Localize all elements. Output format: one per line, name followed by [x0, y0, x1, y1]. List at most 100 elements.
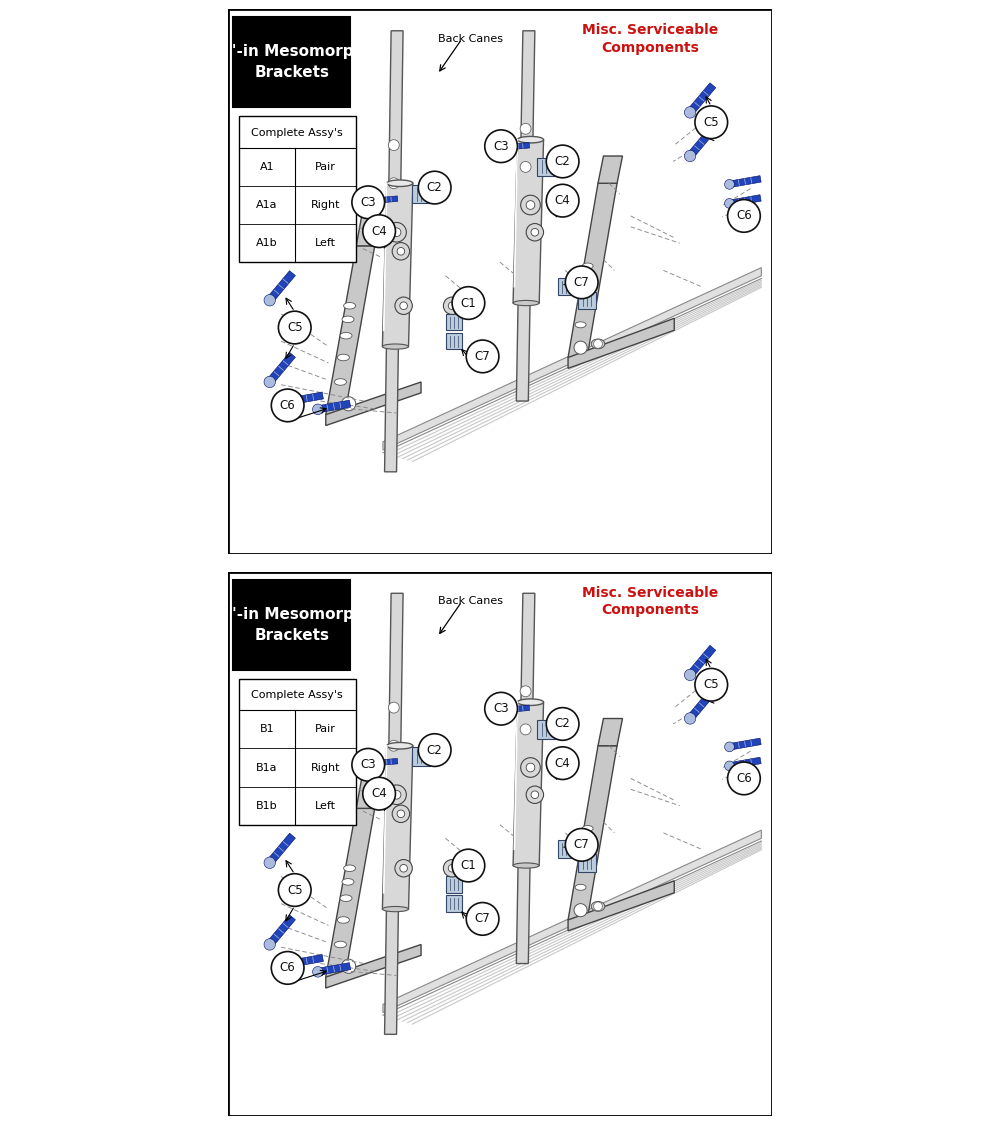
FancyBboxPatch shape — [412, 184, 430, 204]
Circle shape — [395, 297, 412, 315]
Ellipse shape — [334, 942, 346, 947]
Circle shape — [725, 198, 734, 208]
Ellipse shape — [513, 300, 539, 306]
Polygon shape — [267, 271, 295, 303]
Circle shape — [485, 692, 517, 724]
Text: C3: C3 — [360, 196, 376, 209]
Circle shape — [418, 171, 451, 204]
Circle shape — [388, 140, 399, 151]
Circle shape — [520, 124, 531, 134]
Text: Complete Assy's: Complete Assy's — [251, 690, 343, 700]
Circle shape — [387, 223, 406, 242]
Polygon shape — [376, 758, 398, 766]
Polygon shape — [385, 30, 403, 471]
Circle shape — [531, 791, 539, 799]
FancyBboxPatch shape — [233, 579, 350, 669]
Circle shape — [546, 184, 579, 217]
Text: C6: C6 — [736, 209, 752, 223]
Ellipse shape — [344, 303, 356, 309]
Text: Misc. Serviceable
Components: Misc. Serviceable Components — [582, 586, 718, 618]
Circle shape — [388, 702, 399, 713]
Text: C5: C5 — [287, 321, 303, 334]
Text: 1"-in Mesomorph
Brackets: 1"-in Mesomorph Brackets — [218, 44, 365, 80]
Text: Left: Left — [315, 801, 336, 811]
Circle shape — [526, 763, 535, 772]
Circle shape — [443, 297, 461, 315]
Circle shape — [264, 295, 275, 306]
Text: C3: C3 — [360, 758, 376, 772]
Circle shape — [264, 857, 275, 868]
Circle shape — [278, 874, 311, 907]
Text: C6: C6 — [280, 962, 296, 974]
Ellipse shape — [337, 917, 349, 924]
Polygon shape — [326, 945, 421, 988]
Text: Pair: Pair — [315, 162, 336, 172]
FancyBboxPatch shape — [578, 854, 596, 872]
Circle shape — [342, 960, 356, 973]
Polygon shape — [568, 746, 617, 920]
Circle shape — [448, 864, 456, 872]
Circle shape — [546, 708, 579, 740]
Circle shape — [504, 143, 512, 151]
Circle shape — [363, 777, 395, 810]
Circle shape — [397, 810, 405, 818]
Polygon shape — [516, 30, 535, 400]
Ellipse shape — [517, 136, 544, 143]
Ellipse shape — [578, 862, 589, 867]
Ellipse shape — [591, 339, 605, 349]
Circle shape — [466, 902, 499, 935]
Polygon shape — [687, 126, 716, 159]
Circle shape — [395, 860, 412, 878]
Ellipse shape — [387, 742, 413, 749]
Circle shape — [684, 151, 696, 162]
Polygon shape — [687, 688, 716, 721]
Text: C7: C7 — [475, 912, 490, 926]
Circle shape — [285, 396, 296, 406]
Ellipse shape — [387, 180, 413, 187]
Polygon shape — [290, 954, 323, 968]
FancyBboxPatch shape — [537, 158, 556, 177]
Text: 2"-in Mesomorph
Brackets: 2"-in Mesomorph Brackets — [218, 606, 365, 642]
Polygon shape — [326, 809, 375, 978]
Text: C5: C5 — [703, 116, 719, 128]
Ellipse shape — [342, 879, 354, 885]
Text: A1b: A1b — [256, 238, 278, 249]
Polygon shape — [356, 778, 380, 809]
Circle shape — [521, 758, 540, 777]
Circle shape — [485, 129, 517, 162]
Ellipse shape — [582, 826, 593, 831]
FancyBboxPatch shape — [446, 896, 462, 911]
Circle shape — [526, 224, 544, 241]
Circle shape — [452, 287, 485, 319]
Text: Misc. Serviceable
Components: Misc. Serviceable Components — [582, 24, 718, 55]
Circle shape — [725, 180, 734, 189]
Ellipse shape — [344, 865, 356, 872]
Text: C5: C5 — [703, 678, 719, 691]
Text: C5: C5 — [287, 883, 303, 897]
Circle shape — [443, 860, 461, 878]
Circle shape — [594, 902, 602, 911]
FancyBboxPatch shape — [239, 116, 356, 262]
Polygon shape — [568, 183, 617, 358]
Circle shape — [264, 376, 275, 388]
Ellipse shape — [580, 842, 591, 848]
Circle shape — [526, 200, 535, 209]
Text: C6: C6 — [280, 399, 296, 412]
Circle shape — [278, 312, 311, 344]
Circle shape — [313, 966, 323, 978]
Circle shape — [285, 958, 296, 969]
Circle shape — [695, 106, 728, 138]
Polygon shape — [356, 216, 380, 246]
Ellipse shape — [582, 263, 593, 269]
Ellipse shape — [578, 299, 589, 305]
FancyBboxPatch shape — [578, 291, 596, 309]
Circle shape — [387, 785, 406, 804]
Circle shape — [372, 759, 380, 767]
Circle shape — [565, 266, 598, 298]
Circle shape — [725, 742, 734, 752]
Polygon shape — [376, 196, 398, 204]
Circle shape — [400, 302, 407, 309]
Text: C6: C6 — [736, 772, 752, 785]
Text: Pair: Pair — [315, 724, 336, 735]
Polygon shape — [326, 382, 421, 425]
